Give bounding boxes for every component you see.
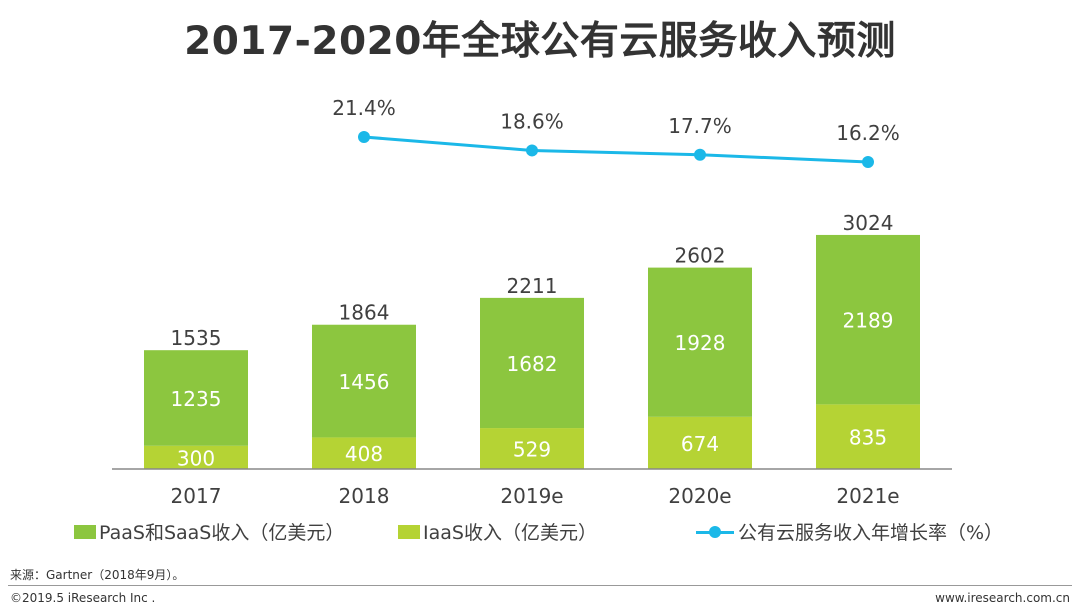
- data-label-total-2021e: 3024: [843, 211, 894, 235]
- bar-iaas-2018: [312, 437, 416, 469]
- data-label-iaas-2018: 408: [345, 442, 383, 466]
- legend-item-iaas: IaaS收入（亿美元）: [398, 518, 597, 545]
- legend-item-paas-saas: PaaS和SaaS收入（亿美元）: [74, 518, 344, 545]
- legend-item-growth: 公有云服务收入年增长率（%）: [696, 518, 1003, 545]
- data-label-total-2017: 1535: [171, 326, 222, 350]
- copyright-text: ©2019.5 iResearch Inc .: [10, 591, 156, 605]
- data-label-total-2020e: 2602: [675, 244, 726, 268]
- x-tick-label-2019e: 2019e: [500, 484, 563, 508]
- bar-iaas-2017: [144, 445, 248, 469]
- legend-label-paas-saas: PaaS和SaaS收入（亿美元）: [99, 522, 345, 544]
- x-tick-label-2017: 2017: [171, 484, 222, 508]
- growth-label-2021e: 16.2%: [836, 121, 900, 145]
- growth-label-2018: 21.4%: [332, 96, 396, 120]
- growth-point-2020e: [694, 148, 706, 161]
- growth-point-2019e: [526, 144, 538, 157]
- data-label-paas-saas-2018: 1456: [339, 370, 390, 394]
- website-link[interactable]: www.iresearch.com.cn: [935, 591, 1070, 605]
- data-label-paas-saas-2020e: 1928: [675, 331, 726, 355]
- data-label-total-2018: 1864: [339, 301, 390, 325]
- growth-label-2020e: 17.7%: [668, 114, 732, 138]
- x-tick-label-2020e: 2020e: [668, 484, 731, 508]
- bar-iaas-2019e: [480, 428, 584, 469]
- chart-title: 2017-2020年全球公有云服务收入预测: [184, 19, 896, 64]
- data-label-paas-saas-2019e: 1682: [507, 352, 558, 376]
- source-note: 来源：Gartner（2018年9月）。: [10, 568, 185, 582]
- legend-swatch-growth: [696, 525, 734, 539]
- bar-paas-saas-2018: [312, 324, 416, 438]
- growth-point-2021e: [862, 155, 874, 168]
- footer-divider: [8, 585, 1072, 586]
- data-label-paas-saas-2017: 1235: [171, 387, 222, 411]
- x-tick-label-2021e: 2021e: [836, 484, 899, 508]
- legend-swatch-paas-saas: [74, 524, 96, 539]
- growth-label-2019e: 18.6%: [500, 109, 564, 133]
- legend-label-growth: 公有云服务收入年增长率（%）: [738, 522, 1004, 544]
- legend-swatch-iaas: [398, 524, 420, 539]
- bar-paas-saas-2019e: [480, 297, 584, 429]
- data-label-total-2019e: 2211: [507, 274, 558, 298]
- chart-legend: PaaS和SaaS收入（亿美元） IaaS收入（亿美元） 公有云服务收入年增长率…: [0, 518, 1080, 548]
- bar-iaas-2021e: [816, 404, 920, 469]
- bar-paas-saas-2017: [144, 350, 248, 446]
- growth-rate-line: [363, 135, 869, 164]
- data-label-paas-saas-2021e: 2189: [843, 309, 894, 333]
- x-tick-label-2018: 2018: [339, 484, 390, 508]
- data-label-iaas-2020e: 674: [681, 432, 719, 456]
- bar-paas-saas-2020e: [648, 267, 752, 417]
- data-label-iaas-2019e: 529: [513, 438, 551, 462]
- legend-label-iaas: IaaS收入（亿美元）: [423, 522, 597, 544]
- growth-point-2018: [358, 131, 370, 143]
- bar-iaas-2020e: [648, 416, 752, 469]
- data-label-iaas-2021e: 835: [849, 426, 887, 450]
- data-label-iaas-2017: 300: [177, 446, 215, 470]
- bar-paas-saas-2021e: [816, 234, 920, 405]
